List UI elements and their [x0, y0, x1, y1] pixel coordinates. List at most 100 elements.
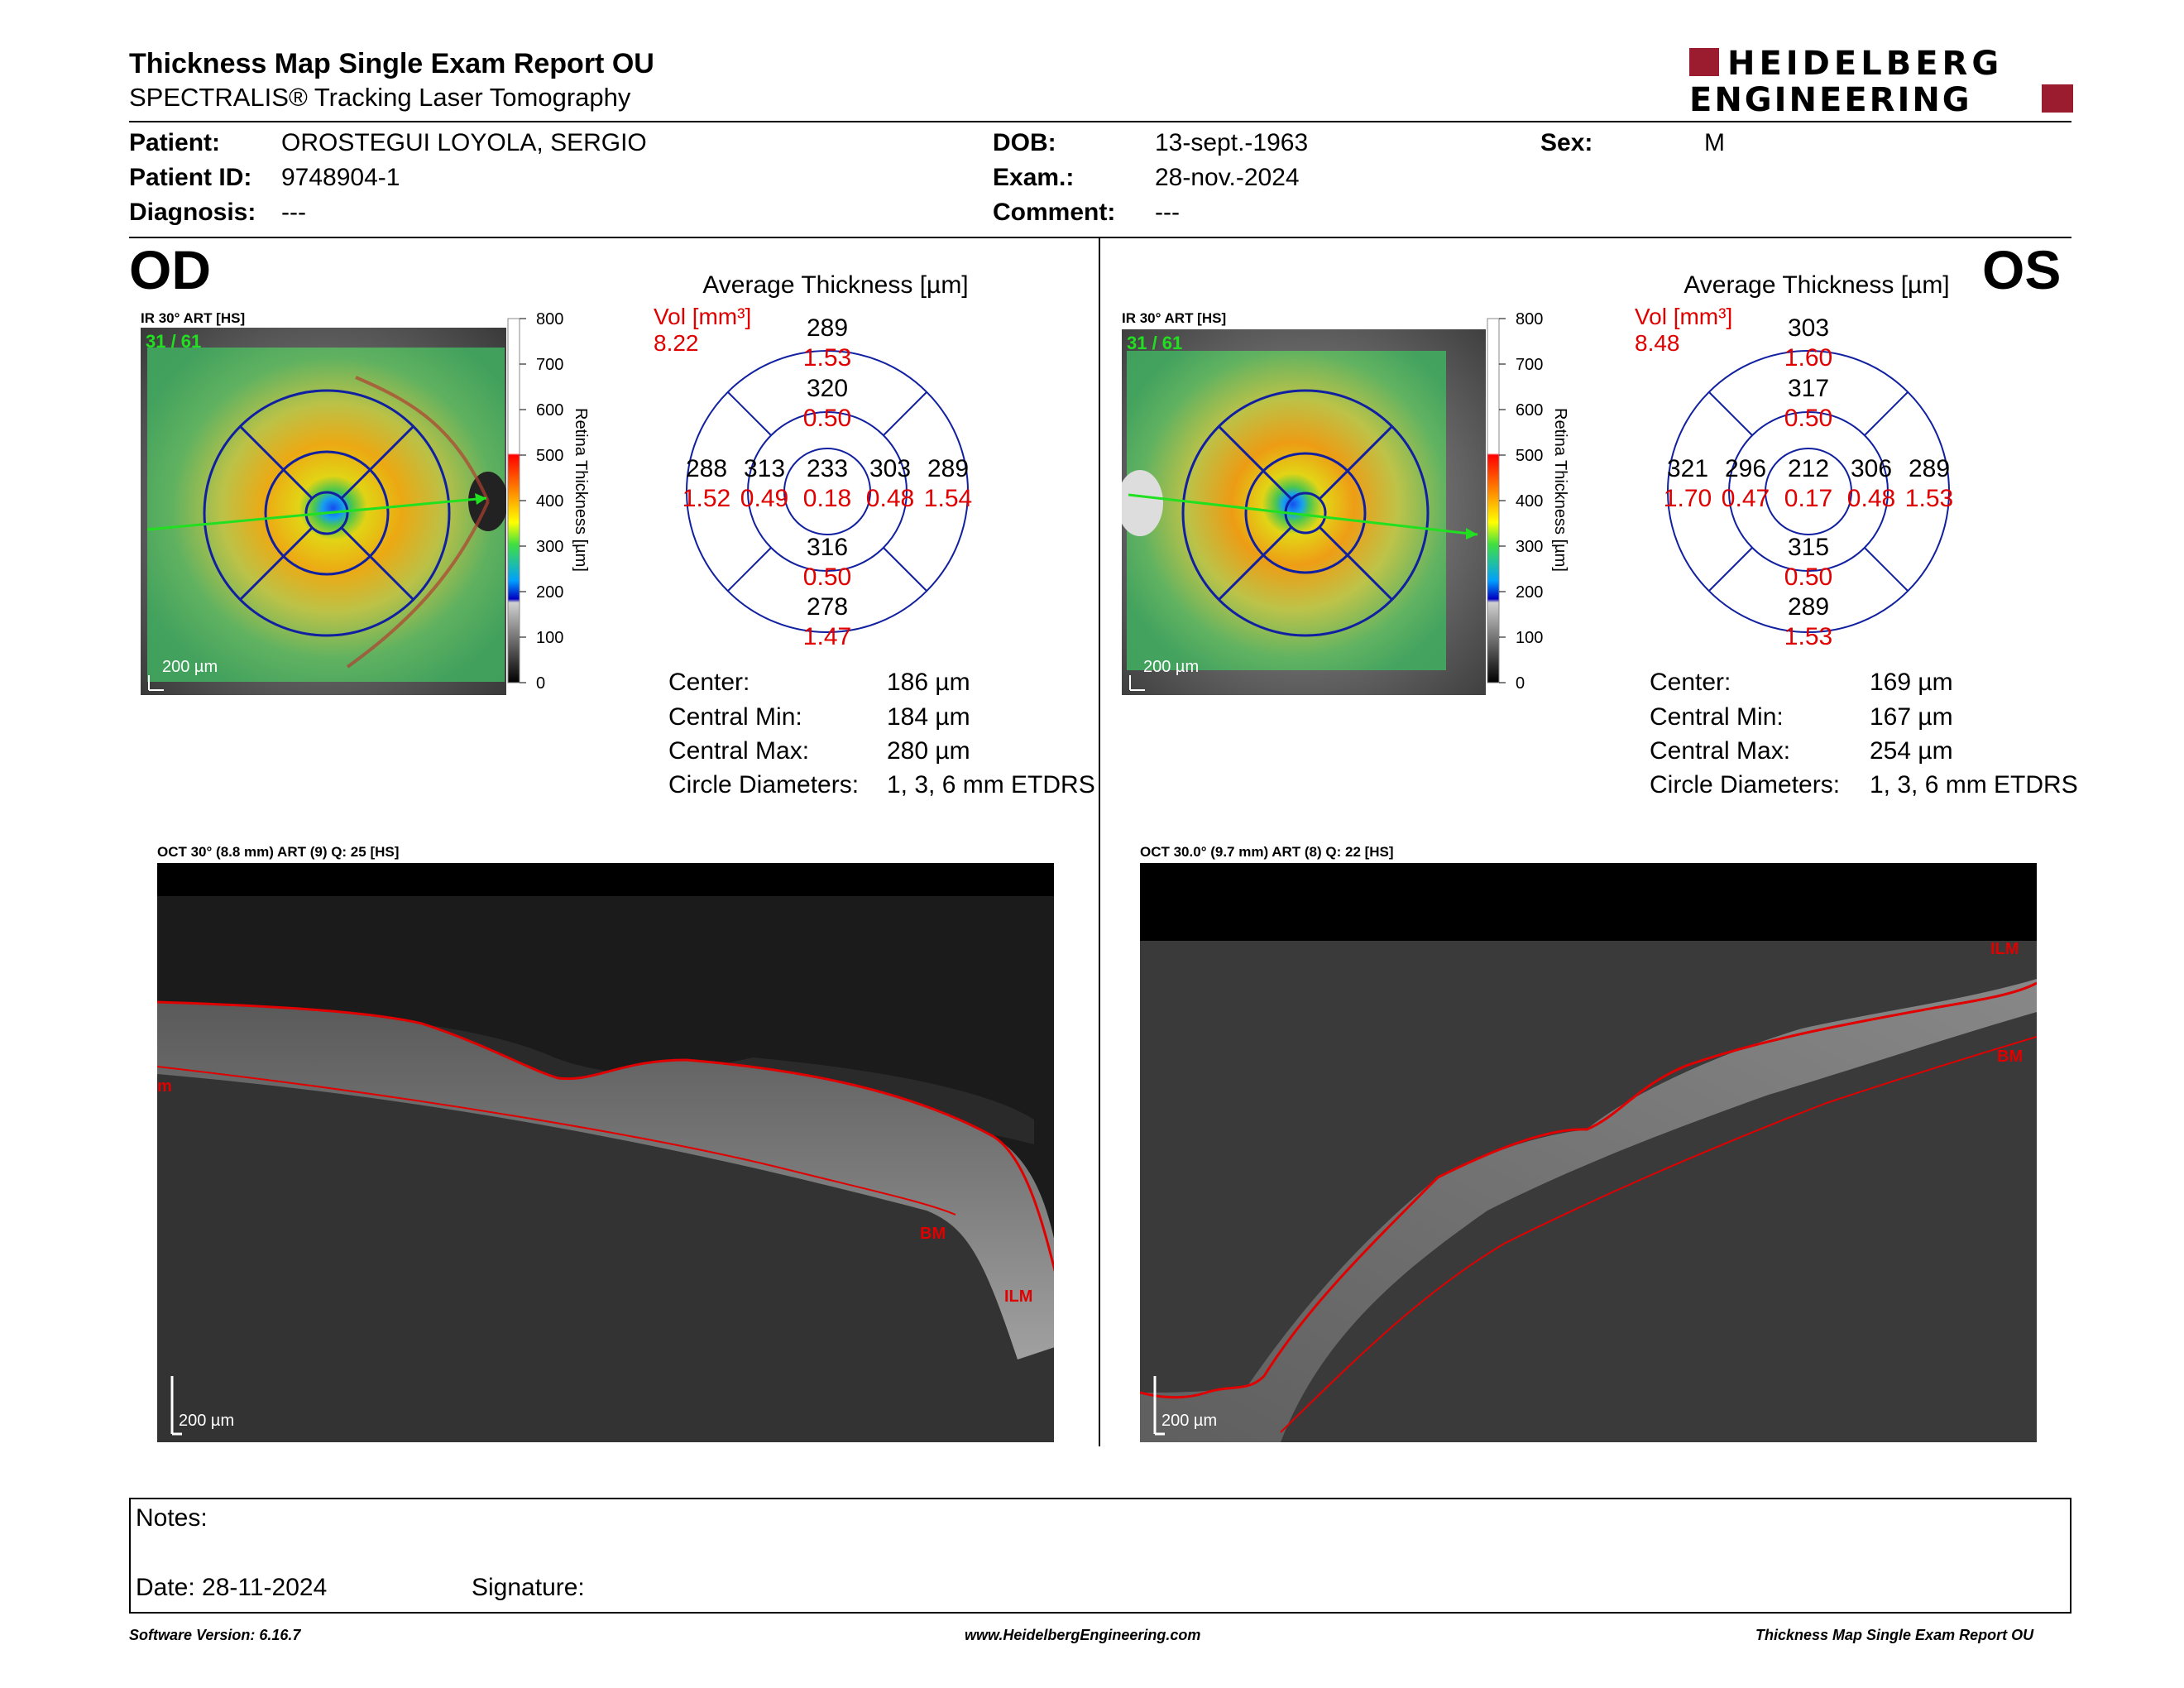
- diagnosis-label: Diagnosis:: [129, 199, 256, 226]
- os-vol-value: 8.48: [1635, 330, 1680, 356]
- od-thickness-scale: 800 700 600 500 400 300 200 100 0 Retina…: [506, 310, 614, 693]
- os-inner-left-vol: 0.47: [1722, 485, 1770, 512]
- os-inner-inf-vol: 0.50: [1784, 563, 1832, 591]
- od-circ-label: Circle Diameters:: [668, 771, 860, 798]
- od-inner-right-vol: 0.48: [866, 485, 914, 512]
- od-outer-inf-vol: 1.47: [803, 623, 851, 650]
- od-inner-right-thick: 303: [869, 455, 911, 482]
- od-circ-value: 1, 3, 6 mm ETDRS: [887, 771, 1095, 798]
- od-inner-inf-thick: 316: [807, 534, 848, 561]
- od-seg-ilm: ILM: [1004, 1288, 1032, 1306]
- os-center-vol: 0.17: [1784, 485, 1832, 512]
- scale-tick: 0: [536, 674, 545, 691]
- scale-tick: 200: [1516, 583, 1543, 602]
- os-inner-sup-vol: 0.50: [1784, 405, 1832, 432]
- scale-tick: 300: [1516, 538, 1543, 556]
- od-eye-label: OD: [129, 239, 211, 300]
- logo-graphic: HEIDELBERG ENGINEERING: [1689, 45, 2073, 119]
- od-avg-title: Average Thickness [µm]: [702, 271, 968, 299]
- os-center-label: Center:: [1650, 669, 1731, 696]
- os-seg-ilm: ILM: [1990, 940, 2019, 958]
- od-fundus-image: 31 / 61 200 µm: [141, 328, 508, 695]
- patient-id-label: Patient ID:: [129, 164, 252, 191]
- od-center-value: 186 µm: [887, 669, 970, 696]
- od-outer-right-vol: 1.54: [924, 485, 972, 512]
- os-etdrs-chart: Average Thickness [µm] Vol [mm³] 8.48 30…: [1635, 270, 1999, 650]
- os-circ-value: 1, 3, 6 mm ETDRS: [1870, 771, 2078, 798]
- od-inner-left-thick: 313: [744, 455, 785, 482]
- od-oct-scale: 200 µm: [179, 1412, 234, 1430]
- scale-tick: 700: [536, 356, 563, 374]
- od-center-vol: 0.18: [803, 485, 851, 512]
- os-outer-inf-vol: 1.53: [1784, 623, 1832, 650]
- od-etdrs-chart: Average Thickness [µm] Vol [mm³] 8.22 28…: [654, 270, 1018, 650]
- od-outer-sup-vol: 1.53: [803, 344, 851, 372]
- diagnosis-value: ---: [281, 199, 306, 226]
- od-oct-label: OCT 30° (8.8 mm) ART (9) Q: 25 [HS]: [157, 844, 400, 860]
- od-cmax-label: Central Max:: [668, 737, 810, 765]
- od-outer-left-thick: 288: [686, 455, 727, 482]
- os-fundus-image: 31 / 61 200 µm: [1117, 329, 1486, 695]
- scale-tick: 100: [536, 629, 563, 647]
- software-version: Software Version: 6.16.7: [129, 1627, 301, 1643]
- od-center-thick: 233: [807, 455, 848, 482]
- logo-line1: HEIDELBERG: [1727, 46, 2003, 83]
- report-title: Thickness Map Single Exam Report OU: [129, 48, 654, 79]
- heidelberg-logo: HEIDELBERG ENGINEERING: [1688, 45, 2076, 119]
- od-fundus-label: IR 30° ART [HS]: [141, 310, 246, 326]
- os-oct-scale: 200 µm: [1161, 1412, 1217, 1430]
- os-inner-right-thick: 306: [1851, 455, 1892, 482]
- od-seg-bm: BM: [920, 1225, 946, 1243]
- website-link[interactable]: www.HeidelbergEngineering.com: [965, 1627, 1201, 1643]
- scale-tick: 400: [536, 492, 563, 511]
- os-oct-label: OCT 30.0° (9.7 mm) ART (8) Q: 22 [HS]: [1140, 844, 1394, 860]
- os-fundus-label: IR 30° ART [HS]: [1122, 310, 1227, 326]
- os-center-value: 169 µm: [1870, 669, 1953, 696]
- scale-tick: 600: [1516, 401, 1543, 420]
- od-oct-scan: m BM ILM 200 µm: [156, 863, 1069, 1442]
- os-frame-label: 31 / 61: [1127, 333, 1182, 353]
- os-outer-sup-thick: 303: [1788, 314, 1829, 342]
- os-outer-right-vol: 1.53: [1905, 485, 1953, 512]
- od-inner-sup-vol: 0.50: [803, 405, 851, 432]
- od-cmax-value: 280 µm: [887, 737, 970, 765]
- eye-divider: [1099, 238, 1100, 1446]
- scale-tick: 500: [536, 447, 563, 465]
- os-outer-left-vol: 1.70: [1664, 485, 1712, 512]
- sex-label: Sex:: [1540, 129, 1593, 156]
- exam-label: Exam.:: [993, 164, 1075, 191]
- os-fundus-scale: 200 µm: [1143, 658, 1199, 676]
- od-inner-inf-vol: 0.50: [803, 563, 851, 591]
- report-subtitle: SPECTRALIS® Tracking Laser Tomography: [129, 83, 631, 112]
- date-label: Date: 28-11-2024: [136, 1574, 328, 1601]
- notes-label: Notes:: [136, 1504, 208, 1532]
- od-vol-label: Vol [mm³]: [654, 304, 751, 329]
- os-inner-right-vol: 0.48: [1847, 485, 1895, 512]
- os-vol-label: Vol [mm³]: [1635, 304, 1732, 329]
- dob-label: DOB:: [993, 129, 1056, 156]
- od-center-label: Center:: [668, 669, 750, 696]
- patient-name: OROSTEGUI LOYOLA, SERGIO: [281, 129, 647, 156]
- scale-tick: 800: [1516, 310, 1543, 328]
- os-outer-left-thick: 321: [1667, 455, 1708, 482]
- dob-value: 13-sept.-1963: [1155, 129, 1309, 156]
- scale-tick: 700: [1516, 356, 1543, 374]
- os-cmin-label: Central Min:: [1650, 703, 1784, 731]
- scale-tick: 100: [1516, 629, 1543, 647]
- comment-value: ---: [1155, 199, 1180, 226]
- scale-axis-label: Retina Thickness [µm]: [1551, 408, 1569, 572]
- os-circ-label: Circle Diameters:: [1650, 771, 1841, 798]
- od-inner-left-vol: 0.49: [740, 485, 788, 512]
- comment-label: Comment:: [993, 199, 1116, 226]
- od-cmin-label: Central Min:: [668, 703, 802, 731]
- scale-tick: 0: [1516, 674, 1525, 691]
- scale-tick: 300: [536, 538, 563, 556]
- scale-tick: 800: [536, 310, 563, 328]
- os-outer-sup-vol: 1.60: [1784, 344, 1832, 372]
- scale-axis-label: Retina Thickness [µm]: [572, 408, 590, 572]
- os-center-thick: 212: [1788, 455, 1829, 482]
- od-outer-left-vol: 1.52: [682, 485, 730, 512]
- scale-tick: 600: [536, 401, 563, 420]
- patient-id: 9748904-1: [281, 164, 400, 191]
- sex-value: M: [1704, 129, 1725, 156]
